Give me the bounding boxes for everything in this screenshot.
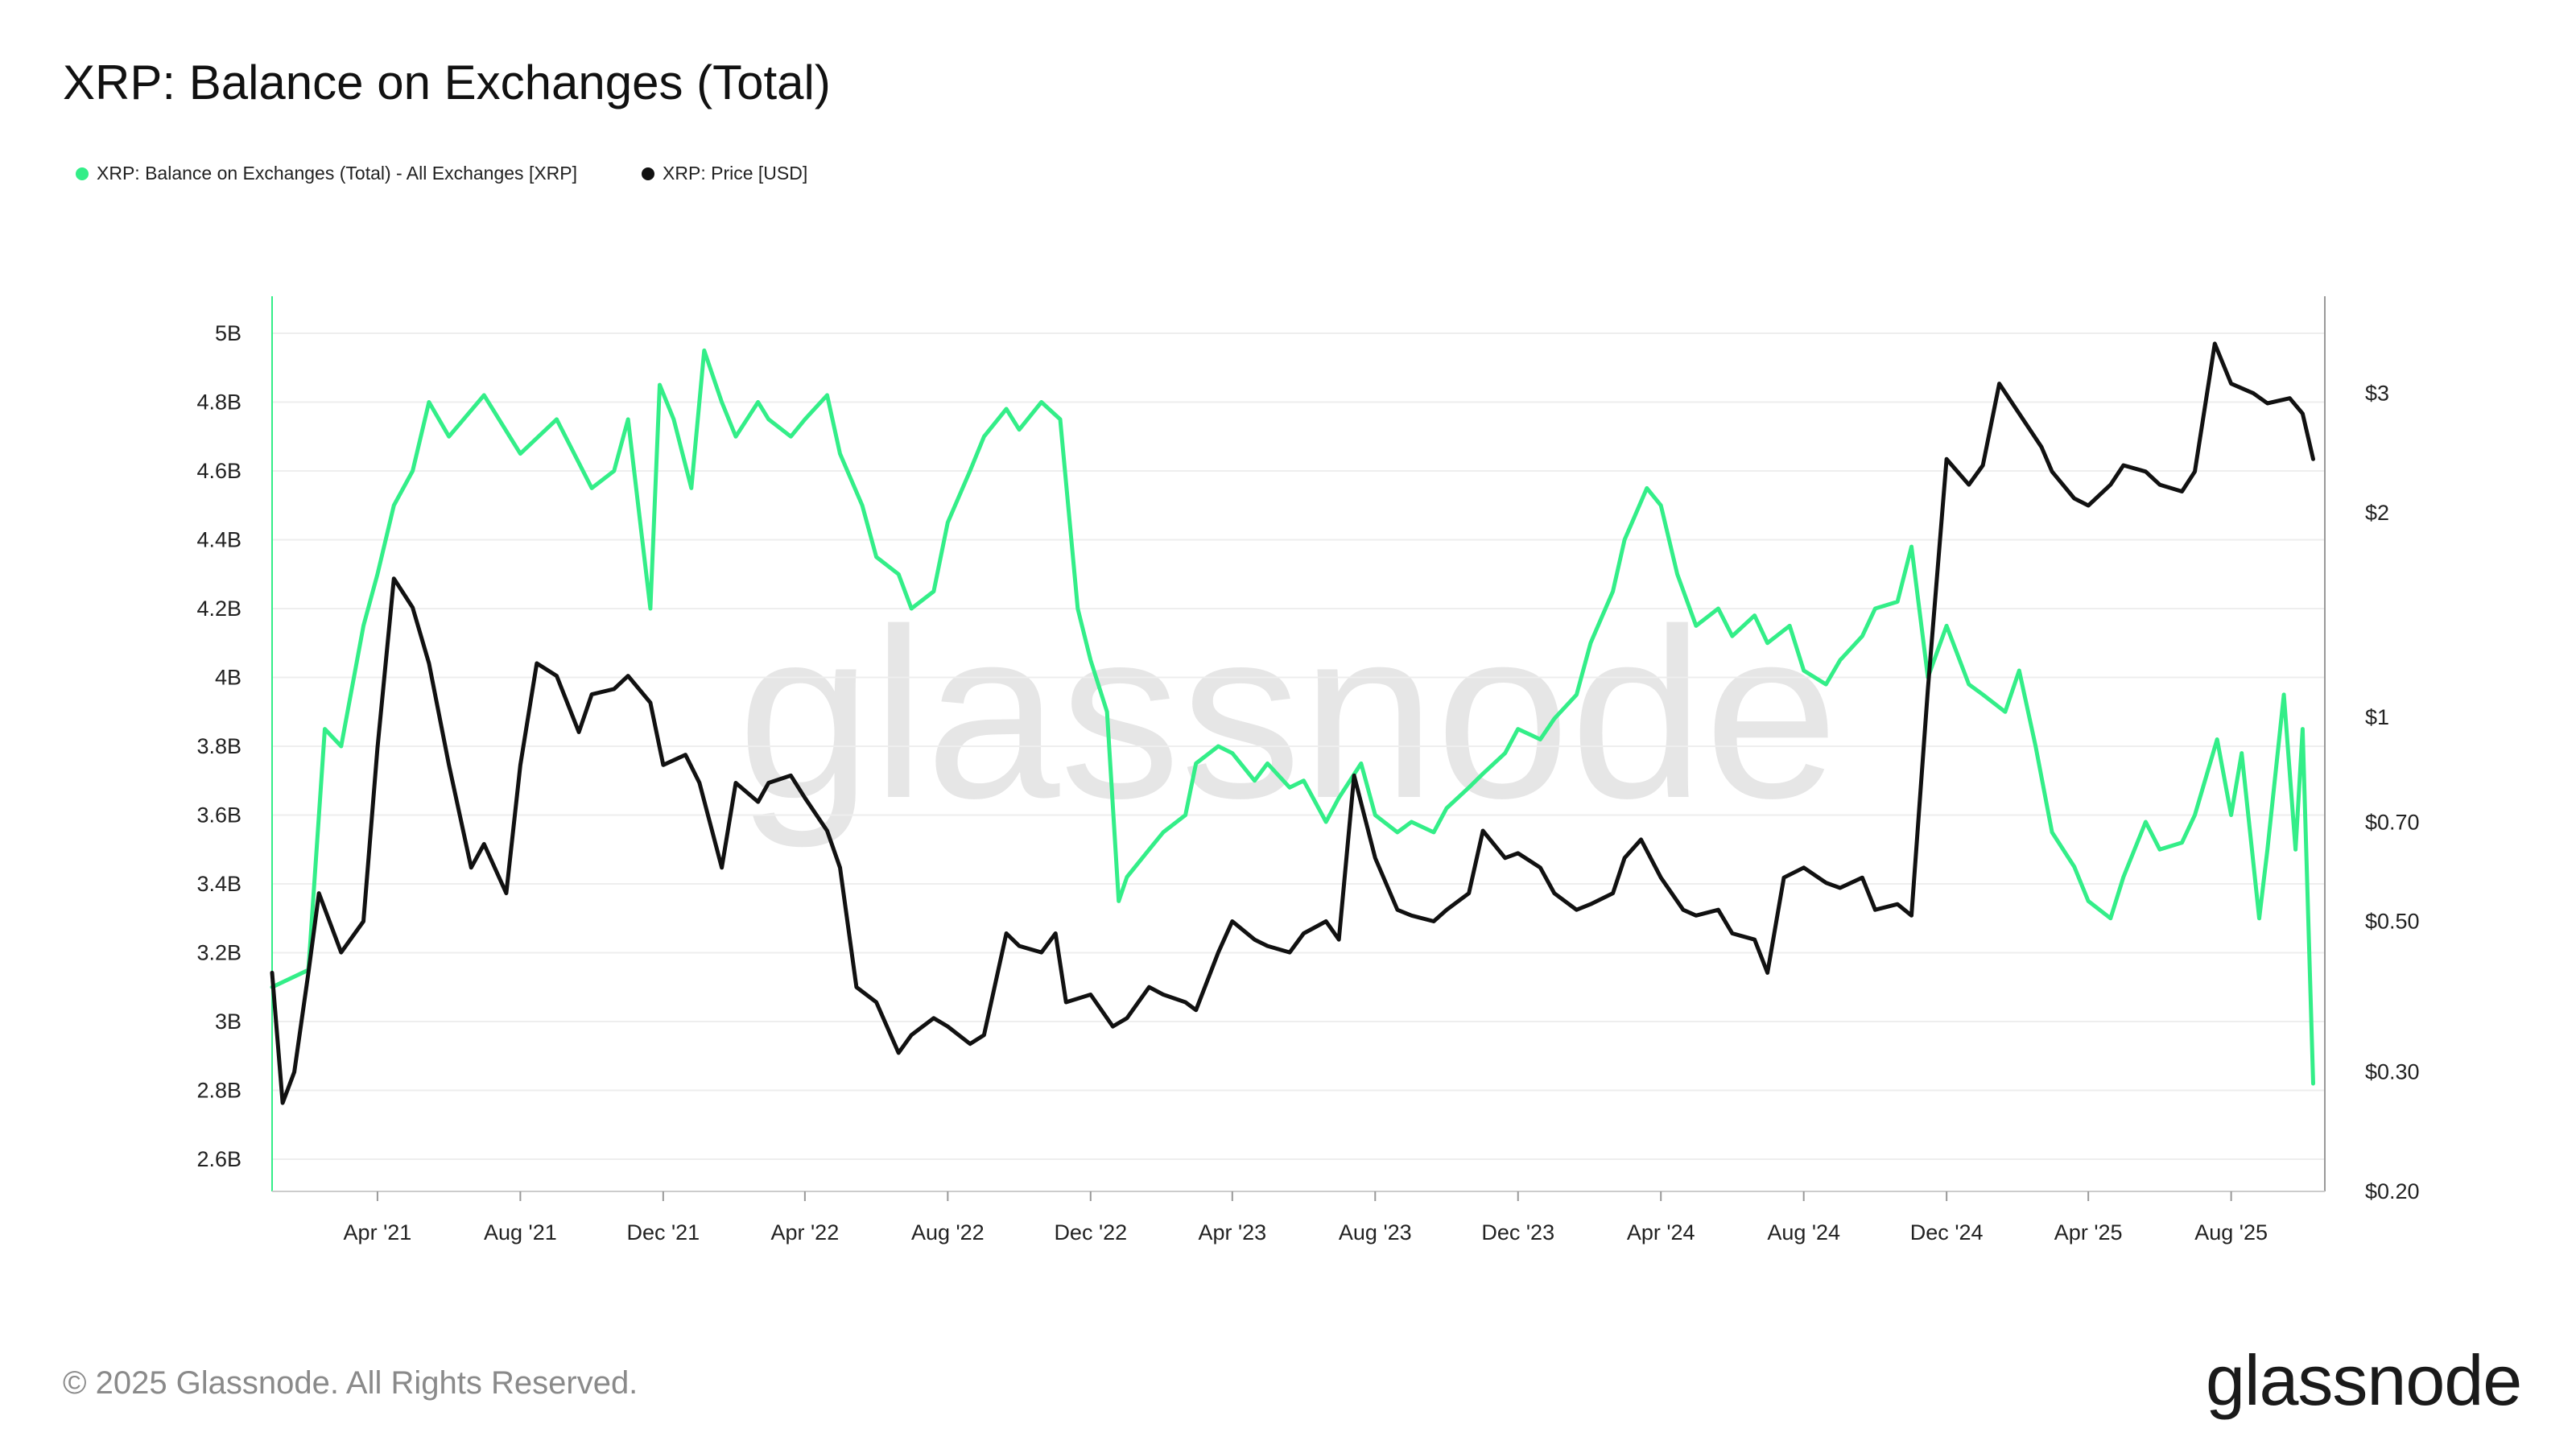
- y-left-tick-label: 4.8B: [196, 390, 242, 415]
- y-left-tick-label: 4B: [215, 666, 242, 690]
- x-tick-label: Dec '23: [1481, 1220, 1554, 1245]
- y-right-tick-label: $3: [2365, 382, 2389, 406]
- y-left-tick-label: 3.8B: [196, 734, 242, 758]
- x-tick-label: Aug '21: [484, 1220, 557, 1245]
- tick-labels: 5B 4.8B 4.6B 4.4B 4.2B 4B 3.8B 3.6B 3.4B 3.2B 3B 2.…: [196, 321, 2419, 1245]
- series-line-price: [270, 341, 2315, 1105]
- y-left-tick-label: 2.8B: [196, 1079, 242, 1103]
- y-right-tick-label: $1: [2365, 705, 2389, 729]
- series-line-balance: [270, 348, 2315, 1086]
- y-left-tick-label: 2.6B: [196, 1147, 242, 1171]
- chart-title: XRP: Balance on Exchanges (Total): [63, 56, 831, 109]
- x-tick-label: Apr '21: [344, 1220, 412, 1245]
- footer-copyright: © 2025 Glassnode. All Rights Reserved.: [63, 1365, 638, 1401]
- legend-label-balance: XRP: Balance on Exchanges (Total) - All …: [97, 163, 578, 184]
- x-tick-label: Dec '24: [1910, 1220, 1984, 1245]
- x-tick-label: Apr '25: [2054, 1220, 2123, 1245]
- y-right-tick-label: $2: [2365, 501, 2389, 525]
- x-tick-label: Aug '24: [1767, 1220, 1840, 1245]
- axes: [271, 296, 2326, 1201]
- legend-label-price: XRP: Price [USD]: [663, 163, 808, 184]
- y-left-tick-label: 4.2B: [196, 597, 242, 621]
- y-left-tick-label: 4.4B: [196, 528, 242, 552]
- y-left-tick-label: 4.6B: [196, 459, 242, 483]
- y-left-tick-label: 3.2B: [196, 941, 242, 965]
- y-right-tick-label: $0.30: [2365, 1060, 2420, 1084]
- watermark: glassnode: [737, 578, 1839, 850]
- y-left-tick-label: 3.4B: [196, 872, 242, 896]
- series-group: [270, 341, 2315, 1105]
- x-tick-label: Aug '22: [911, 1220, 985, 1245]
- legend: XRP: Balance on Exchanges (Total) - All …: [76, 163, 807, 184]
- x-tick-label: Aug '25: [2194, 1220, 2268, 1245]
- x-tick-label: Apr '23: [1198, 1220, 1266, 1245]
- x-tick-label: Apr '24: [1627, 1220, 1695, 1245]
- y-right-tick-label: $0.20: [2365, 1179, 2420, 1203]
- y-left-tick-label: 5B: [215, 321, 242, 345]
- legend-item-price[interactable]: XRP: Price [USD]: [642, 163, 807, 184]
- y-left-tick-label: 3.6B: [196, 803, 242, 828]
- legend-dot-balance: [76, 167, 89, 180]
- y-right-tick-label: $0.70: [2365, 810, 2420, 834]
- y-right-tick-label: $0.50: [2365, 910, 2420, 934]
- x-tick-label: Dec '22: [1054, 1220, 1127, 1245]
- x-tick-label: Apr '22: [771, 1220, 840, 1245]
- legend-dot-price: [642, 167, 655, 180]
- legend-item-balance[interactable]: XRP: Balance on Exchanges (Total) - All …: [76, 163, 577, 184]
- x-tick-label: Dec '21: [627, 1220, 700, 1245]
- footer-logo[interactable]: glassnode: [2206, 1340, 2522, 1420]
- y-left-tick-label: 3B: [215, 1009, 242, 1034]
- grid: [272, 332, 2325, 1160]
- x-tick-label: Aug '23: [1339, 1220, 1412, 1245]
